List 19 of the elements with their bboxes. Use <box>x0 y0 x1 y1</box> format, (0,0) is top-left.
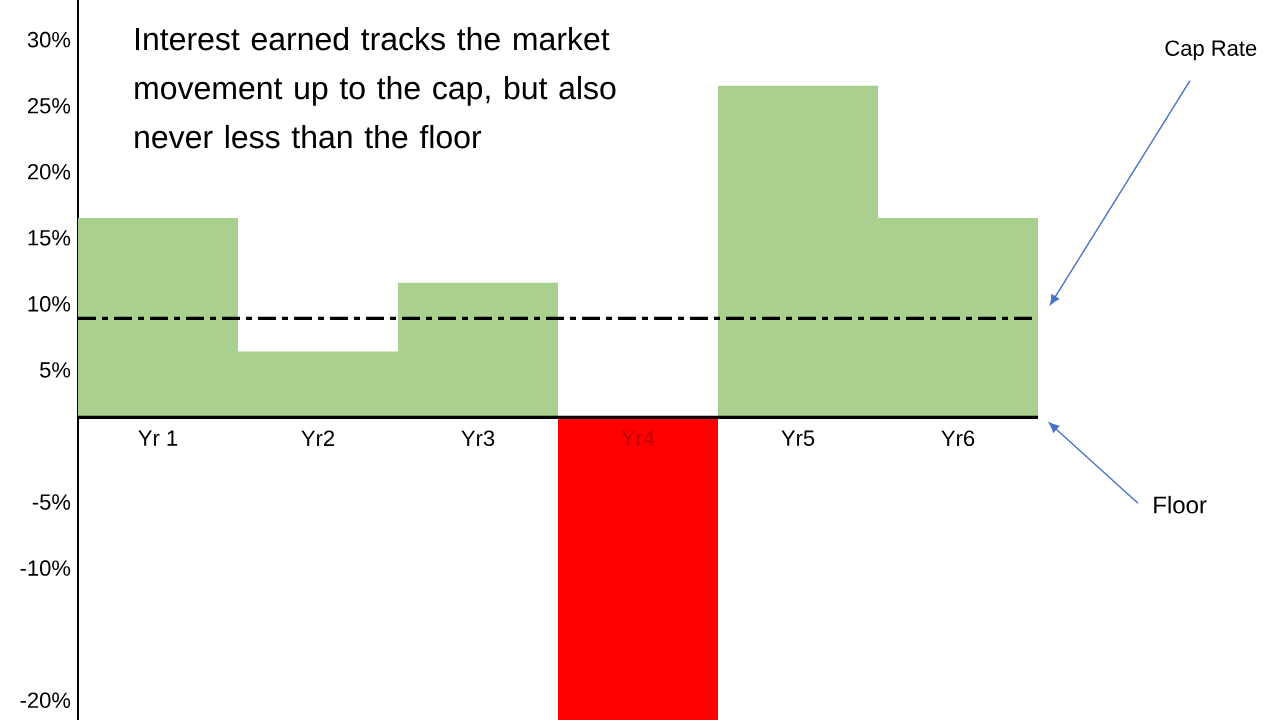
y-tick-label: -5% <box>32 494 71 510</box>
x-tick-label: Yr2 <box>301 430 335 446</box>
text: Floor <box>1154 495 1207 514</box>
bar <box>558 417 719 720</box>
text: Interest earned tracks the market movement up to the cap, but also never less than the floor <box>135 26 616 149</box>
y-tick-label: 15% <box>28 230 71 246</box>
y-tick-label: -10% <box>20 560 71 576</box>
x-tick-label: Yr4 <box>621 430 655 446</box>
x-tick-label: Yr6 <box>941 430 975 447</box>
ref-line-label: Cap Rate <box>1165 40 1257 61</box>
y-tick-label: -20% <box>20 692 71 708</box>
y-tick-label: 20% <box>28 163 71 180</box>
y-tick-label: 25% <box>28 97 71 114</box>
y-tick-label: 10% <box>28 296 71 312</box>
x-tick-label: Yr 1 <box>138 430 178 446</box>
x-tick-label: Yr3 <box>461 430 495 447</box>
y-tick-label: 30% <box>27 31 71 48</box>
y-tick-label: 5% <box>40 362 71 378</box>
x-tick-label: Yr5 <box>781 430 815 446</box>
